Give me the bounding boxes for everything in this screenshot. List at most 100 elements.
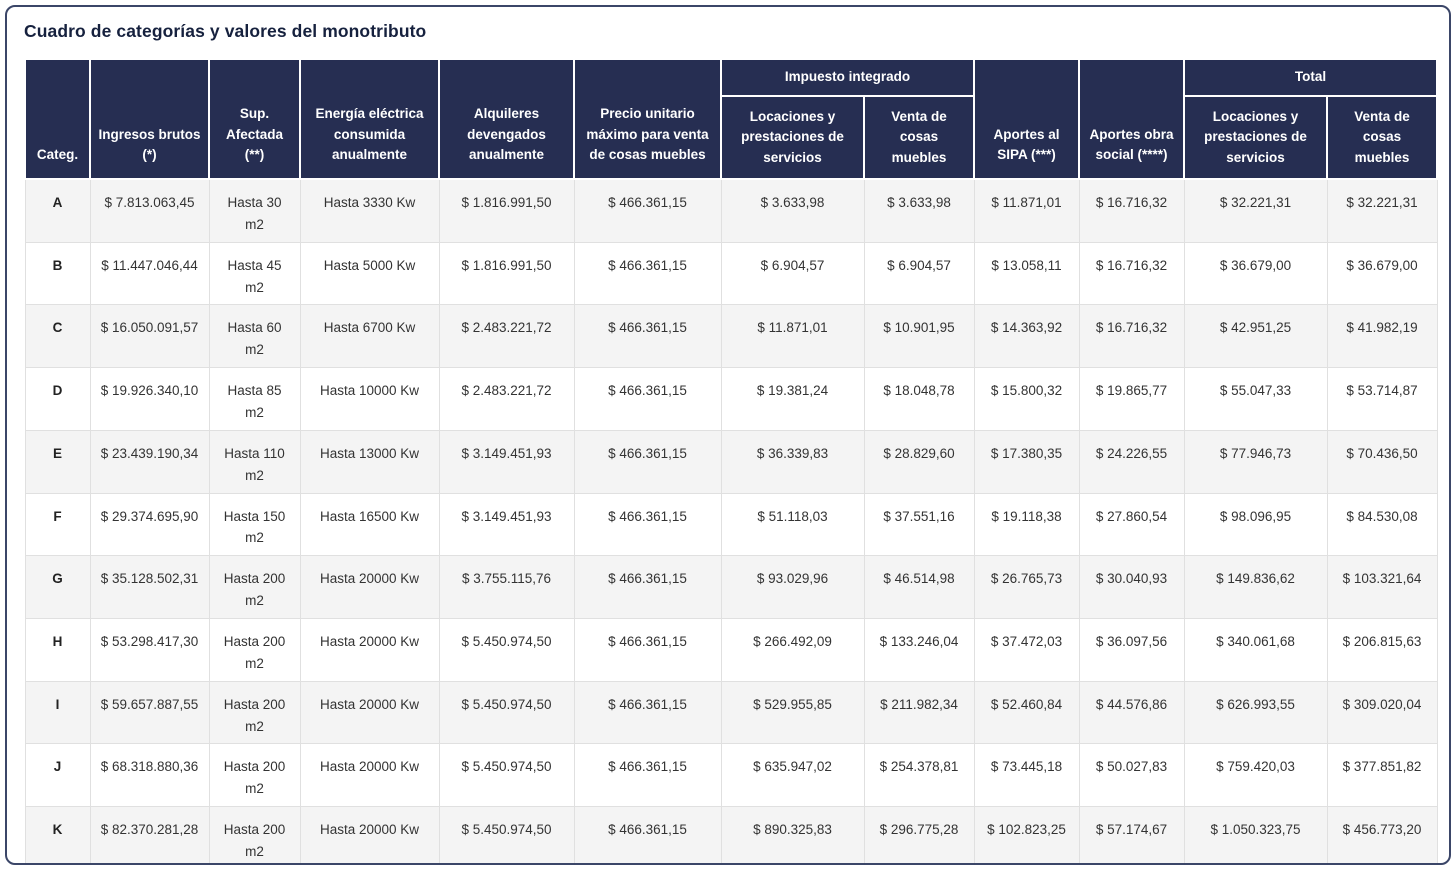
value-cell: Hasta 13000 Kw [299,429,440,494]
value-cell: $ 466.361,15 [573,178,722,243]
value-cell: Hasta 20000 Kw [299,806,440,863]
value-cell: $ 11.871,01 [720,304,865,369]
value-cell: $ 36.679,00 [1183,241,1328,306]
value-cell: $ 32.221,31 [1326,178,1438,243]
value-cell: $ 44.576,86 [1078,680,1185,745]
value-cell: $ 466.361,15 [573,429,722,494]
col-group-impuesto-integrado: Impuesto integrado [719,58,976,97]
table-row: K $ 82.370.281,28 Hasta 200 m2 Hasta 20000 … [24,806,1438,863]
value-cell: Hasta 3330 Kw [299,178,440,243]
value-cell: $ 19.381,24 [720,367,865,431]
value-cell: $ 41.982,19 [1326,304,1438,369]
value-cell: $ 466.361,15 [573,743,722,808]
value-cell: $ 77.946,73 [1183,429,1328,494]
col-header-aportes-obra-social: Aportes obra social (****) [1078,58,1186,180]
value-cell: $ 377.851,82 [1326,743,1438,808]
value-cell: $ 37.551,16 [863,492,975,557]
value-cell: $ 456.773,20 [1326,806,1438,863]
value-cell: $ 102.823,25 [973,806,1080,863]
value-cell: $ 29.374.695,90 [89,492,210,557]
value-cell: $ 18.048,78 [863,367,975,431]
value-cell: $ 35.128.502,31 [89,555,210,620]
value-cell: $ 759.420,03 [1183,743,1328,808]
value-cell: $ 3.633,98 [720,178,865,243]
value-cell: Hasta 20000 Kw [299,555,440,620]
value-cell: $ 42.951,25 [1183,304,1328,369]
value-cell: $ 5.450.974,50 [438,680,575,745]
header-row-groups: Categ. Ingresos brutos (*) Sup. Afectada… [24,58,1439,180]
col-header-ii-venta-muebles: Venta de cosas muebles [862,95,976,180]
col-header-total-locaciones: Locaciones y prestaciones de servicios [1183,95,1329,180]
value-cell: $ 59.657.887,55 [89,680,210,745]
table-body: A $ 7.813.063,45 Hasta 30 m2 Hasta 3330 Kw $… [24,178,1438,863]
category-cell: A [24,178,91,243]
value-cell: $ 1.816.991,50 [438,241,575,306]
category-cell: K [24,806,91,863]
value-cell: $ 529.955,85 [720,680,865,745]
value-cell: Hasta 10000 Kw [299,367,440,431]
value-cell: $ 46.514,98 [863,555,975,620]
col-header-aportes-sipa: Aportes al SIPA (***) [973,58,1081,180]
value-cell: $ 340.061,68 [1183,618,1328,682]
value-cell: $ 1.050.323,75 [1183,806,1328,863]
value-cell: $ 16.050.091,57 [89,304,210,369]
value-cell: Hasta 30 m2 [208,178,301,243]
value-cell: Hasta 110 m2 [208,429,301,494]
value-cell: $ 466.361,15 [573,241,722,306]
col-header-precio-unitario: Precio unitario máximo para venta de cos… [573,58,722,180]
value-cell: $ 98.096,95 [1183,492,1328,557]
value-cell: $ 27.860,54 [1078,492,1185,557]
value-cell: $ 2.483.221,72 [438,367,575,431]
value-cell: Hasta 20000 Kw [299,743,440,808]
col-header-energia-electrica: Energía eléctrica consumida anualmente [299,58,440,180]
value-cell: $ 3.149.451,93 [438,429,575,494]
value-cell: Hasta 200 m2 [208,618,301,682]
value-cell: $ 13.058,11 [973,241,1080,306]
value-cell: Hasta 60 m2 [208,304,301,369]
value-cell: $ 309.020,04 [1326,680,1438,745]
value-cell: $ 3.755.115,76 [438,555,575,620]
value-cell: $ 36.339,83 [720,429,865,494]
value-cell: $ 37.472,03 [973,618,1080,682]
table-row: F $ 29.374.695,90 Hasta 150 m2 Hasta 16500 … [24,492,1438,557]
value-cell: $ 16.716,32 [1078,241,1185,306]
value-cell: $ 149.836,62 [1183,555,1328,620]
col-header-ingresos-brutos: Ingresos brutos (*) [89,58,210,180]
value-cell: $ 466.361,15 [573,367,722,431]
value-cell: $ 19.118,38 [973,492,1080,557]
value-cell: $ 52.460,84 [973,680,1080,745]
value-cell: $ 10.901,95 [863,304,975,369]
header-row-subcolumns: Locaciones y prestaciones de servicios V… [25,95,1439,180]
table-row: H $ 53.298.417,30 Hasta 200 m2 Hasta 20000 … [24,618,1438,682]
col-header-ii-locaciones: Locaciones y prestaciones de servicios [720,95,865,180]
value-cell: $ 55.047,33 [1183,367,1328,431]
value-cell: $ 7.813.063,45 [89,178,210,243]
value-cell: Hasta 6700 Kw [299,304,440,369]
table-row: B $ 11.447.046,44 Hasta 45 m2 Hasta 5000 Kw… [24,241,1438,306]
table-row: D $ 19.926.340,10 Hasta 85 m2 Hasta 10000 K… [24,367,1438,431]
value-cell: $ 296.775,28 [863,806,975,863]
value-cell: $ 28.829,60 [863,429,975,494]
value-cell: $ 15.800,32 [973,367,1080,431]
value-cell: $ 19.865,77 [1078,367,1185,431]
value-cell: $ 53.298.417,30 [89,618,210,682]
monotributo-table: Categ. Ingresos brutos (*) Sup. Afectada… [24,58,1439,863]
value-cell: $ 24.226,55 [1078,429,1185,494]
value-cell: $ 73.445,18 [973,743,1080,808]
value-cell: $ 103.321,64 [1326,555,1438,620]
col-header-sup-afectada: Sup. Afectada (**) [208,58,301,180]
value-cell: Hasta 200 m2 [208,680,301,745]
category-cell: G [24,555,91,620]
col-header-total-venta-muebles: Venta de cosas muebles [1326,95,1439,180]
category-cell: D [24,367,91,431]
category-cell: H [24,618,91,682]
value-cell: $ 36.097,56 [1078,618,1185,682]
value-cell: $ 5.450.974,50 [438,618,575,682]
value-cell: $ 890.325,83 [720,806,865,863]
value-cell: $ 11.447.046,44 [89,241,210,306]
value-cell: $ 626.993,55 [1183,680,1328,745]
value-cell: $ 3.149.451,93 [438,492,575,557]
value-cell: $ 466.361,15 [573,680,722,745]
value-cell: Hasta 150 m2 [208,492,301,557]
page-title: Cuadro de categorías y valores del monot… [24,21,427,41]
